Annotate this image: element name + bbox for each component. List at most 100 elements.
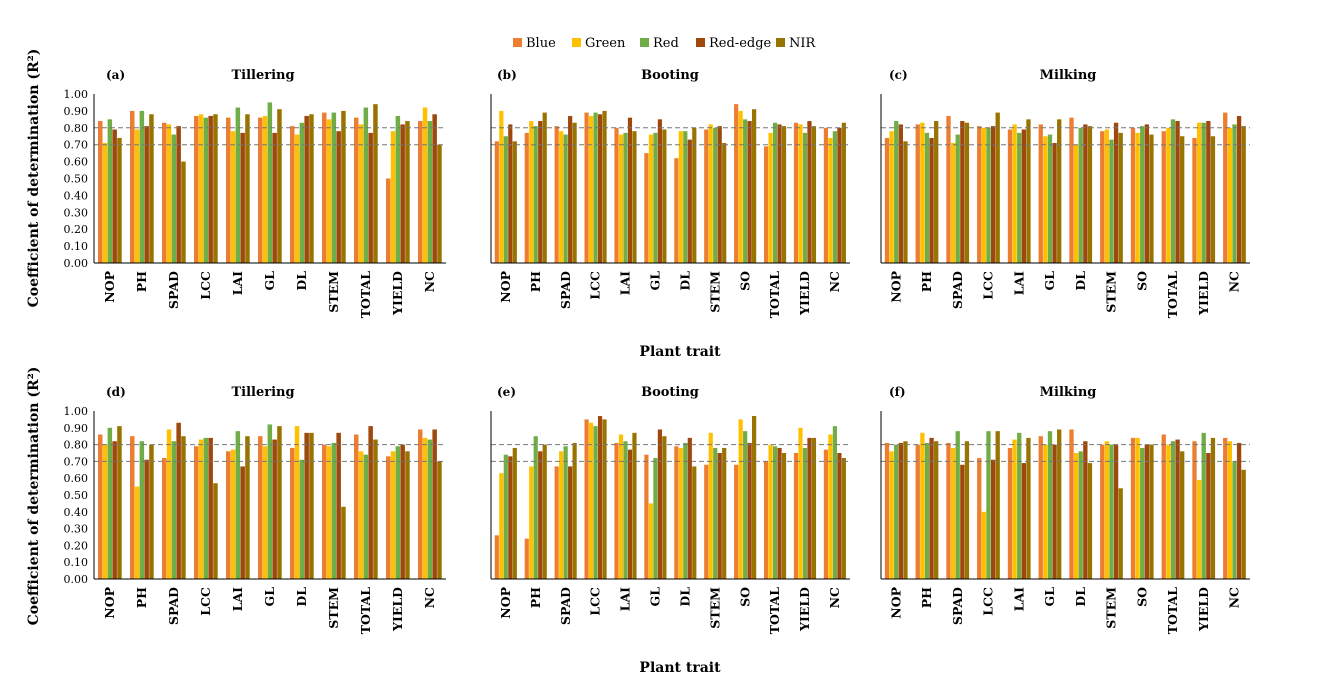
bar-nir-yield (811, 126, 817, 263)
x-tick-label-lai: LAI (230, 271, 245, 295)
bar-nir-ph (934, 121, 939, 263)
x-tick-label-total: TOTAL (767, 271, 782, 319)
bar-green-total (768, 132, 773, 263)
bar-red-edge-gl (1052, 143, 1057, 263)
bar-green-so (1135, 437, 1140, 579)
y-tick-label: 1.00 (64, 88, 89, 101)
bar-green-dl (1073, 144, 1079, 263)
bar-red-edge-dl (1083, 124, 1088, 263)
bar-red-edge-total (777, 124, 782, 263)
bar-red-stem (713, 127, 718, 263)
bar-green-nop (102, 444, 108, 579)
y-tick-label: 0.90 (64, 105, 89, 118)
bar-blue-dl (290, 447, 295, 579)
bar-blue-spad (554, 466, 559, 579)
x-tick-label-nc: NC (1227, 587, 1242, 608)
bar-green-ph (920, 122, 925, 263)
bar-nir-spad (964, 441, 970, 579)
bar-nir-total (1180, 451, 1185, 579)
legend-label-blue: Blue (526, 36, 556, 51)
y-tick-label: 0.30 (64, 206, 89, 219)
x-tick-label-lai: LAI (1011, 587, 1026, 611)
bar-blue-lcc (584, 112, 589, 263)
x-tick-label-nop: NOP (102, 586, 117, 618)
bar-blue-ph (524, 132, 529, 263)
x-tick-label-total: TOTAL (1165, 587, 1180, 635)
x-tick-label-spad: SPAD (166, 587, 181, 625)
bar-red-stem (331, 442, 337, 579)
bar-red-ph (139, 441, 145, 579)
bar-blue-gl (1038, 124, 1043, 263)
bar-blue-ph (130, 110, 135, 264)
y-tick-label: 0.90 (64, 422, 89, 435)
x-tick-label-stem: STEM (326, 271, 341, 313)
bar-red-edge-dl (1083, 441, 1088, 579)
bar-blue-lai (226, 117, 231, 263)
bar-blue-stem (704, 464, 709, 579)
bar-red-edge-total (368, 426, 373, 579)
bar-red-lcc (203, 437, 209, 579)
bar-red-dl (683, 442, 688, 579)
x-tick-label-so: SO (737, 587, 752, 607)
bar-nir-gl (277, 426, 282, 579)
y-tick-label: 0.70 (64, 455, 89, 468)
y-axis-label-bottom: Coefficient of determination (R²) (26, 367, 42, 626)
bar-blue-ph (130, 436, 135, 579)
bar-blue-so (734, 104, 739, 263)
bar-green-yield (1196, 479, 1202, 579)
bar-red-total (1170, 441, 1176, 579)
bar-red-spad (563, 134, 568, 263)
bar-red-edge-dl (304, 432, 309, 579)
bar-red-so (743, 119, 748, 263)
bar-red-edge-gl (272, 132, 277, 263)
bar-green-lcc (198, 114, 204, 263)
x-tick-label-lai: LAI (618, 271, 633, 295)
bar-blue-dl (674, 158, 679, 263)
bar-nir-dl (309, 432, 314, 579)
bar-blue-total (763, 146, 769, 263)
x-tick-label-yield: YIELD (1196, 587, 1211, 632)
bar-red-spad (563, 446, 568, 579)
bar-green-gl (1043, 136, 1048, 263)
bar-red-stem (1109, 139, 1114, 263)
panel-f: (f) Milking NOP PH SPAD LCC LAI GL DL STEM SO TOTAL… (880, 385, 1250, 635)
bar-green-lai (230, 449, 236, 579)
bar-red-lcc (593, 112, 598, 263)
x-tick-label-nop: NOP (498, 586, 513, 618)
x-tick-label-lcc: LCC (198, 587, 213, 616)
bar-nir-stem (1118, 132, 1123, 263)
x-tick-label-nop: NOP (888, 270, 903, 302)
bar-blue-dl (674, 446, 679, 579)
bar-nir-stem (722, 447, 727, 579)
y-tick-label: 0.10 (64, 556, 89, 569)
y-tick-label: 0.40 (64, 506, 89, 519)
bar-blue-total (354, 117, 359, 263)
bar-red-yield (802, 132, 808, 263)
bar-nir-total (781, 453, 787, 579)
bar-red-yield (1201, 432, 1206, 579)
x-tick-label-spad: SPAD (558, 271, 573, 309)
bar-blue-yield (793, 122, 799, 263)
x-tick-label-gl: GL (262, 587, 277, 607)
y-axis-label-top: Coefficient of determination (R²) (26, 49, 42, 308)
bar-green-lai (1012, 439, 1017, 579)
bar-green-spad (559, 131, 564, 263)
bar-red-edge-ph (929, 437, 934, 579)
bar-blue-nop (884, 137, 890, 263)
bar-nir-nc (437, 144, 442, 263)
bar-red-lcc (203, 117, 209, 263)
x-tick-label-lcc: LCC (981, 271, 996, 300)
panel-b: (b) Booting NOP PH SPAD LCC LAI GL DL STEM SO TOTAL… (490, 68, 850, 319)
bar-red-yield (802, 447, 808, 579)
bar-green-lcc (588, 422, 594, 579)
x-tick-label-gl: GL (1042, 271, 1057, 291)
x-tick-label-spad: SPAD (950, 587, 965, 625)
bar-blue-so (1130, 437, 1136, 579)
bar-red-ph (924, 442, 930, 579)
panel-title: Tillering (231, 385, 294, 400)
bar-red-edge-nop (898, 124, 903, 263)
x-tick-label-gl: GL (648, 271, 663, 291)
bar-nir-gl (277, 109, 282, 264)
x-tick-label-dl: DL (1073, 271, 1088, 291)
bar-red-nc (427, 121, 433, 263)
